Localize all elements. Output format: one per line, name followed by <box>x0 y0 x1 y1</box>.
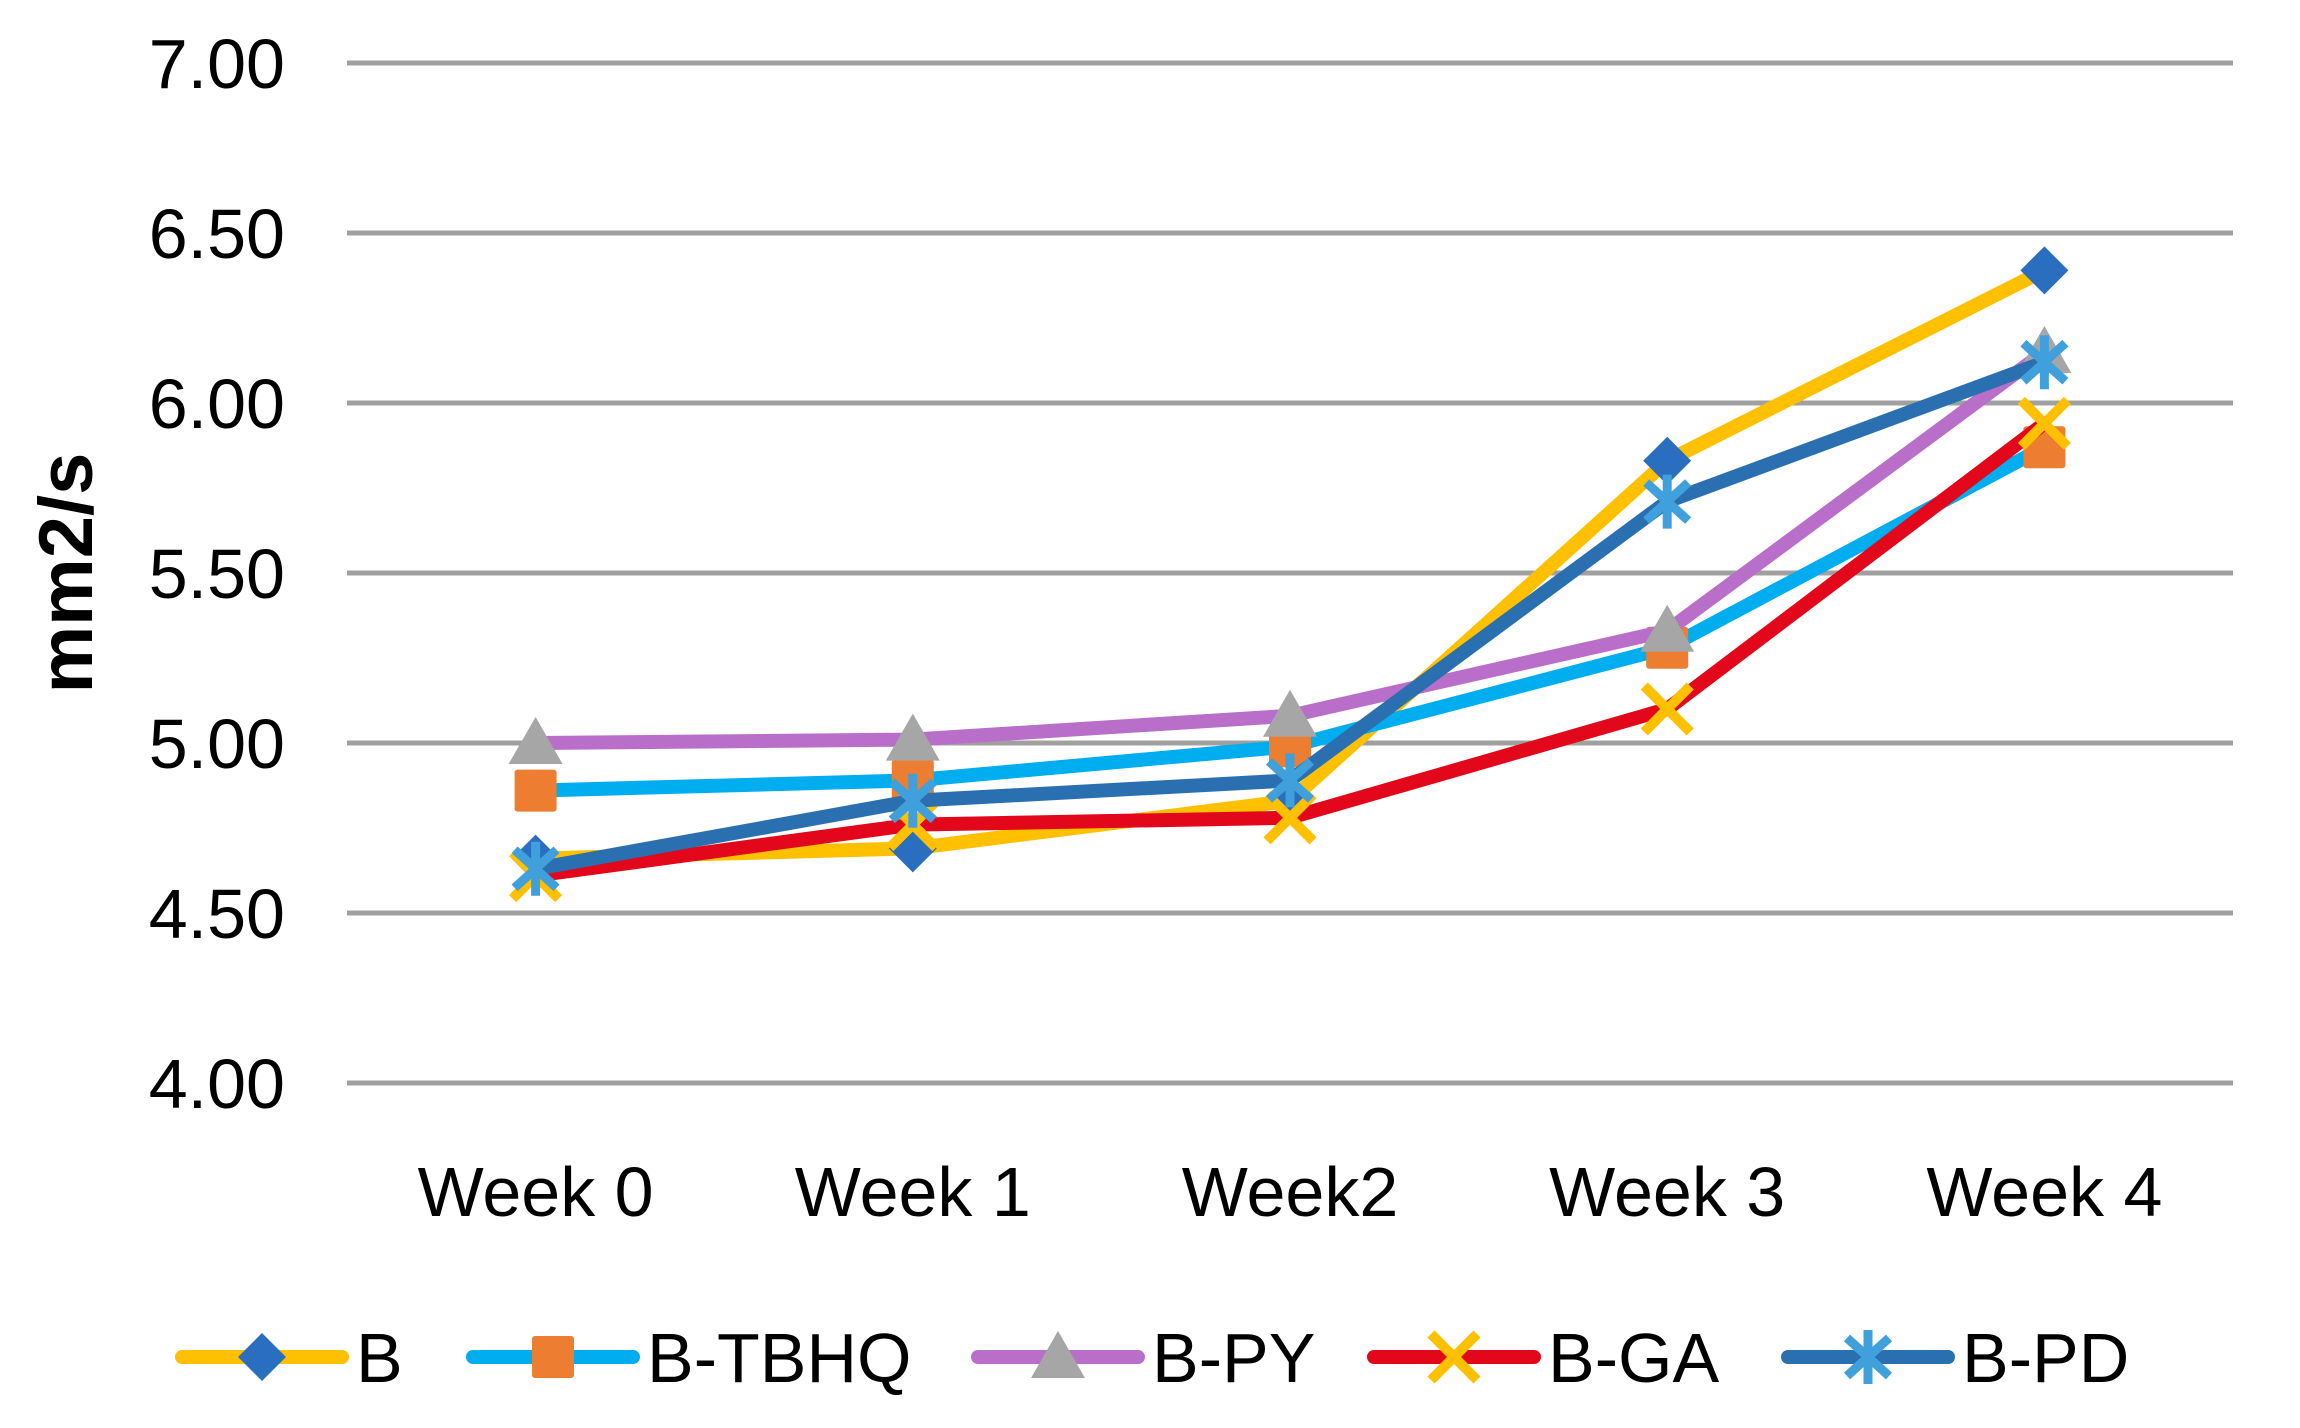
x-axis-label: Week2 <box>1182 1153 1399 1231</box>
marker-B-PD-point-0 <box>511 841 560 896</box>
series-B-PY <box>508 326 2072 764</box>
x-axis-label: Week 4 <box>1926 1153 2162 1231</box>
legend-marker-diamond <box>238 1333 286 1381</box>
legend-label: B-GA <box>1548 1319 1719 1397</box>
marker-B-PY-point-1 <box>885 713 940 761</box>
gridlines-group <box>347 60 2233 1086</box>
y-axis-title: mm2/s <box>24 453 109 694</box>
y-tick-label: 6.50 <box>149 195 285 273</box>
legend-marker-asterisk <box>1843 1330 1893 1384</box>
marker-B-point-3 <box>1643 436 1692 485</box>
marker-B-PD-point-3 <box>1643 474 1692 529</box>
legend-item-B: B <box>175 1319 403 1397</box>
series-line-B-PY <box>528 345 2052 750</box>
x-axis-label: Week 3 <box>1549 1153 1785 1231</box>
marker-B-PY-point-0 <box>508 717 563 764</box>
y-tick-label: 5.00 <box>149 705 285 783</box>
y-tick-label: 4.00 <box>149 1045 285 1123</box>
legend-item-B-PY: B-PY <box>971 1319 1315 1397</box>
legend-item-B-PD: B-PD <box>1781 1319 2129 1397</box>
legend-label: B-TBHQ <box>647 1319 911 1397</box>
marker-B-TBHQ-point-0 <box>514 769 557 812</box>
y-tick-label: 5.50 <box>149 535 285 613</box>
legend-marker-triangle <box>1031 1331 1085 1378</box>
marker-B-PY-point-2 <box>1263 689 1317 737</box>
marker-B-point-4 <box>2020 246 2069 295</box>
legend-item-B-GA: B-GA <box>1367 1319 1719 1397</box>
x-axis-label: Week 0 <box>418 1153 654 1231</box>
series-group <box>508 246 2072 903</box>
y-tick-label: 4.50 <box>149 875 285 953</box>
legend-label: B <box>356 1319 403 1397</box>
legend: B B-TBHQ B-PY B-GA B-PD <box>175 1319 2129 1397</box>
marker-B-GA-point-4 <box>2017 396 2071 450</box>
y-axis-labels-group: 7.00 6.50 6.00 5.50 5.00 4.50 4.00 <box>149 25 285 1123</box>
marker-B-PD-point-1 <box>888 773 937 828</box>
x-axis-label: Week 1 <box>795 1153 1031 1231</box>
y-tick-label: 7.00 <box>149 25 285 103</box>
marker-B-PD-point-2 <box>1265 753 1315 808</box>
series-B-PD <box>511 335 2069 896</box>
marker-B-PY-point-3 <box>1640 604 1695 652</box>
legend-label: B-PY <box>1152 1319 1315 1397</box>
legend-item-B-TBHQ: B-TBHQ <box>466 1319 911 1397</box>
legend-label: B-PD <box>1962 1319 2129 1397</box>
marker-B-GA-point-2 <box>1263 791 1317 845</box>
y-tick-label: 6.00 <box>149 365 285 443</box>
marker-B-PD-point-4 <box>2020 335 2069 390</box>
x-axis-labels-group: Week 0 Week 1 Week2 Week 3 Week 4 <box>418 1153 2163 1231</box>
legend-marker-x <box>1427 1330 1481 1384</box>
marker-B-GA-point-3 <box>1640 682 1694 736</box>
legend-marker-square <box>532 1336 574 1378</box>
